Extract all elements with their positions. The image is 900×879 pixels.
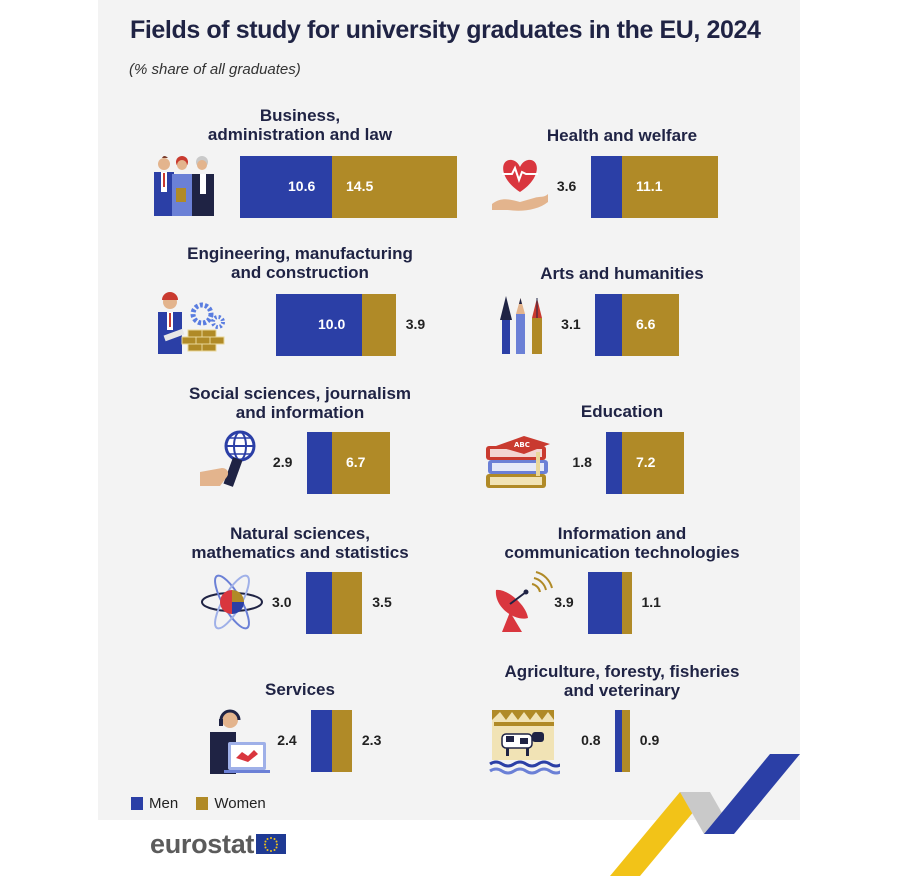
svg-text:ABC: ABC [514,441,530,449]
eu-flag-icon [256,834,286,854]
lawyers-icon [154,156,214,216]
legend-swatch-women [196,797,209,810]
category-title-line: communication technologies [504,543,740,562]
category-title-education: Education [462,402,782,421]
value-label-men-business: 10.6 [288,178,316,194]
category-title-line: administration and law [207,125,393,144]
value-label-women-natural: 3.5 [372,594,392,610]
value-label-men-services: 2.4 [277,732,297,748]
bar-women-health [622,156,718,218]
bar-women-education [622,432,685,494]
bar-women-social [332,432,390,494]
bar-women-ict [622,572,632,634]
eurostat-logo: eurostat [150,829,255,859]
category-title-line: Social sciences, journalism [188,384,412,403]
books-icon: ABC [486,436,550,488]
bar-men-health [590,156,622,218]
category-title-line: mathematics and statistics [191,543,409,562]
value-label-women-arts: 6.6 [636,316,656,332]
category-title-social: Social sciences, journalism and informati… [140,384,460,422]
legend: Men Women [131,795,280,814]
category-title-line: Education [580,402,664,421]
bar-men-education [606,432,622,494]
brushes-icon [500,296,542,354]
value-label-women-education: 7.2 [636,454,656,470]
satellite-dish-icon [495,571,553,632]
bar-men-business [240,156,332,218]
category-title-line: Arts and humanities [540,264,704,283]
chart-subtitle: (% share of all graduates) [129,61,301,78]
value-label-men-ict: 3.9 [554,594,574,610]
value-label-men-social: 2.9 [272,454,293,470]
value-label-men-engineering: 10.0 [318,316,346,332]
category-title-arts: Arts and humanities [462,264,782,283]
legend-label-women: Women [214,795,266,812]
category-title-health: Health and welfare [462,126,782,145]
category-title-agriculture: Agriculture, foresty, fisheries and veter… [462,662,782,700]
category-title-ict: Information and communication technologie… [462,524,782,562]
bar-women-services [332,710,352,772]
bar-women-arts [622,294,680,356]
category-title-line: and veterinary [563,681,681,700]
category-title-engineering: Engineering, manufacturing and constructi… [140,244,460,282]
bar-women-business [332,156,458,218]
category-title-natural: Natural sciences, mathematics and statist… [140,524,460,562]
value-label-men-health: 3.6 [556,178,577,194]
bar-men-engineering [275,294,362,356]
bar-men-agriculture [615,710,622,772]
category-title-line: Natural sciences, [230,524,370,543]
bar-men-services [311,710,332,772]
legend-item-women: Women [196,795,266,812]
support-agent-icon [210,709,270,774]
value-label-men-agriculture: 0.8 [581,732,601,748]
value-label-women-social: 6.7 [346,454,366,470]
value-label-women-business: 14.5 [346,178,374,194]
value-label-men-arts: 3.1 [561,316,581,332]
category-title-line: and construction [231,263,369,282]
category-title-line: Services [265,680,335,699]
value-label-women-agriculture: 0.9 [639,732,660,748]
bar-women-agriculture [622,710,630,772]
value-label-women-health: 11.1 [636,178,663,194]
category-title-line: Engineering, manufacturing [187,244,413,263]
value-label-men-education: 1.8 [572,454,592,470]
value-label-men-natural: 3.0 [272,594,292,610]
footer [98,820,800,879]
bar-men-ict [588,572,622,634]
category-title-line: Health and welfare [546,126,698,145]
bar-men-arts [595,294,622,356]
bar-women-natural [332,572,363,634]
legend-item-men: Men [131,795,178,812]
heart-hand-icon [492,159,548,211]
microphone-icon [200,430,256,487]
brand-swoosh-graphic [610,754,800,876]
atom-icon [201,574,263,630]
value-label-women-ict: 1.1 [641,594,661,610]
legend-swatch-men [131,797,143,810]
chart-panel [98,0,800,820]
legend-label-men: Men [149,795,179,812]
category-title-line: Agriculture, foresty, fisheries [504,662,740,681]
value-label-women-services: 2.3 [361,732,382,748]
category-title-line: and information [235,403,365,422]
category-title-services: Services [140,680,460,699]
farm-icon [489,710,560,775]
category-title-line: Business, [259,106,341,125]
engineer-icon [158,292,225,354]
chart-title: Fields of study for university graduates… [130,16,761,44]
category-title-business: Business, administration and law [140,106,460,144]
category-title-line: Information and [557,524,687,543]
bar-men-natural [306,572,332,634]
bar-women-engineering [362,294,396,356]
value-label-women-engineering: 3.9 [405,316,426,332]
bar-men-social [306,432,332,494]
